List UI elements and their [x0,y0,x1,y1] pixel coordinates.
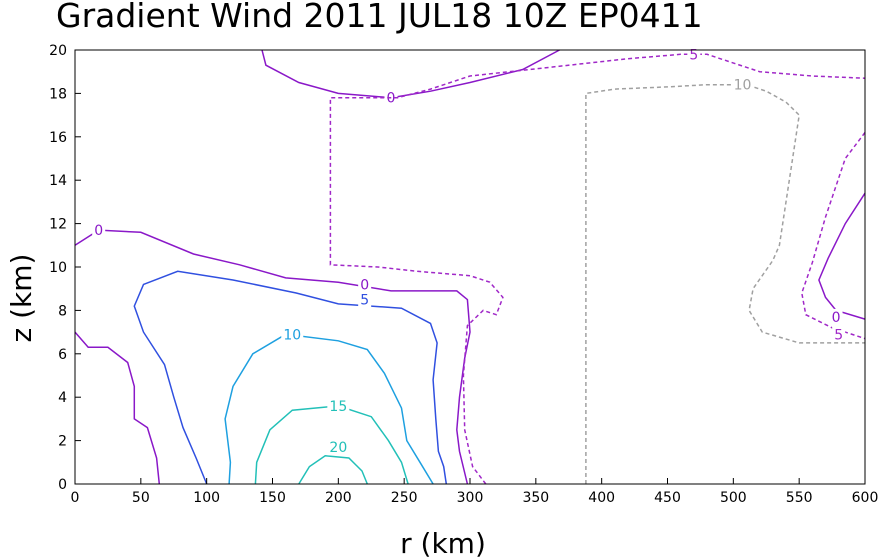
x-tick-label: 300 [457,490,484,506]
x-tick-label: 200 [325,490,352,506]
y-tick-label: 2 [58,434,67,450]
contour-label-background [92,222,106,239]
y-tick-label: 20 [49,43,67,59]
y-tick-label: 16 [49,130,67,146]
x-tick-label: 50 [132,490,150,506]
y-axis-label: z (km) [5,254,38,343]
y-tick-label: 18 [49,86,67,102]
contour-label-background [327,397,350,414]
contour-label-background [358,291,372,308]
contour-label-background [358,276,372,293]
contour-line-level-20 [298,455,368,485]
contour-label: 5 [834,327,843,343]
contour-line-level-neg5 [329,53,866,485]
contour-line-level-0 [74,331,161,485]
contour-label: 0 [387,91,396,107]
contour-line-level-0 [261,49,560,99]
y-tick-label: 14 [49,173,67,189]
y-tick-label: 4 [58,390,67,406]
chart-title: Gradient Wind 2011 JUL18 10Z EP0411 [56,0,703,35]
x-tick-label: 350 [522,490,549,506]
contour-line-level-5 [133,270,448,485]
contour-label: 0 [832,310,841,326]
x-tick-label: 250 [391,490,418,506]
contour-line-level-0 [818,192,866,320]
x-tick-label: 150 [259,490,286,506]
contour-label: 5 [689,47,698,63]
contour-line-level-neg5 [801,132,866,340]
x-tick-label: 450 [654,490,681,506]
contour-label: 10 [734,78,752,94]
contour-label: 15 [329,399,347,415]
contour-label: 0 [94,223,103,239]
contour-label: 5 [360,293,369,309]
contour-label: 10 [283,327,301,343]
contour-label-background [731,76,754,93]
x-tick-label: 600 [852,490,879,506]
y-axis: 0 2 4 6 8 10 12 14 16 18 20 [49,43,81,493]
contour-label-background [829,308,843,325]
y-tick-label: 0 [58,477,67,493]
y-tick-label: 6 [58,347,67,363]
x-tick-label: 400 [588,490,615,506]
contour-line-level-neg10 [585,83,865,484]
x-axis-label: r (km) [400,527,486,559]
contour-label-background [281,326,304,343]
y-tick-label: 8 [58,303,67,319]
contour-line-level-0 [74,229,471,485]
plot-frame [74,49,866,485]
contour-line-level-10 [224,333,434,485]
x-tick-label: 550 [786,490,813,506]
x-tick-label: 0 [71,490,80,506]
contour-label-background [327,439,350,456]
y-tick-label: 12 [49,217,67,233]
y-tick-label: 10 [49,260,67,276]
contour-label: 0 [360,277,369,293]
x-axis: 0 50 100 150 200 250 300 350 400 450 500 550 600 [71,478,879,506]
contour-label: 20 [329,440,347,456]
x-tick-label: 500 [720,490,747,506]
contour-label-background [832,326,846,343]
x-tick-label: 100 [193,490,220,506]
